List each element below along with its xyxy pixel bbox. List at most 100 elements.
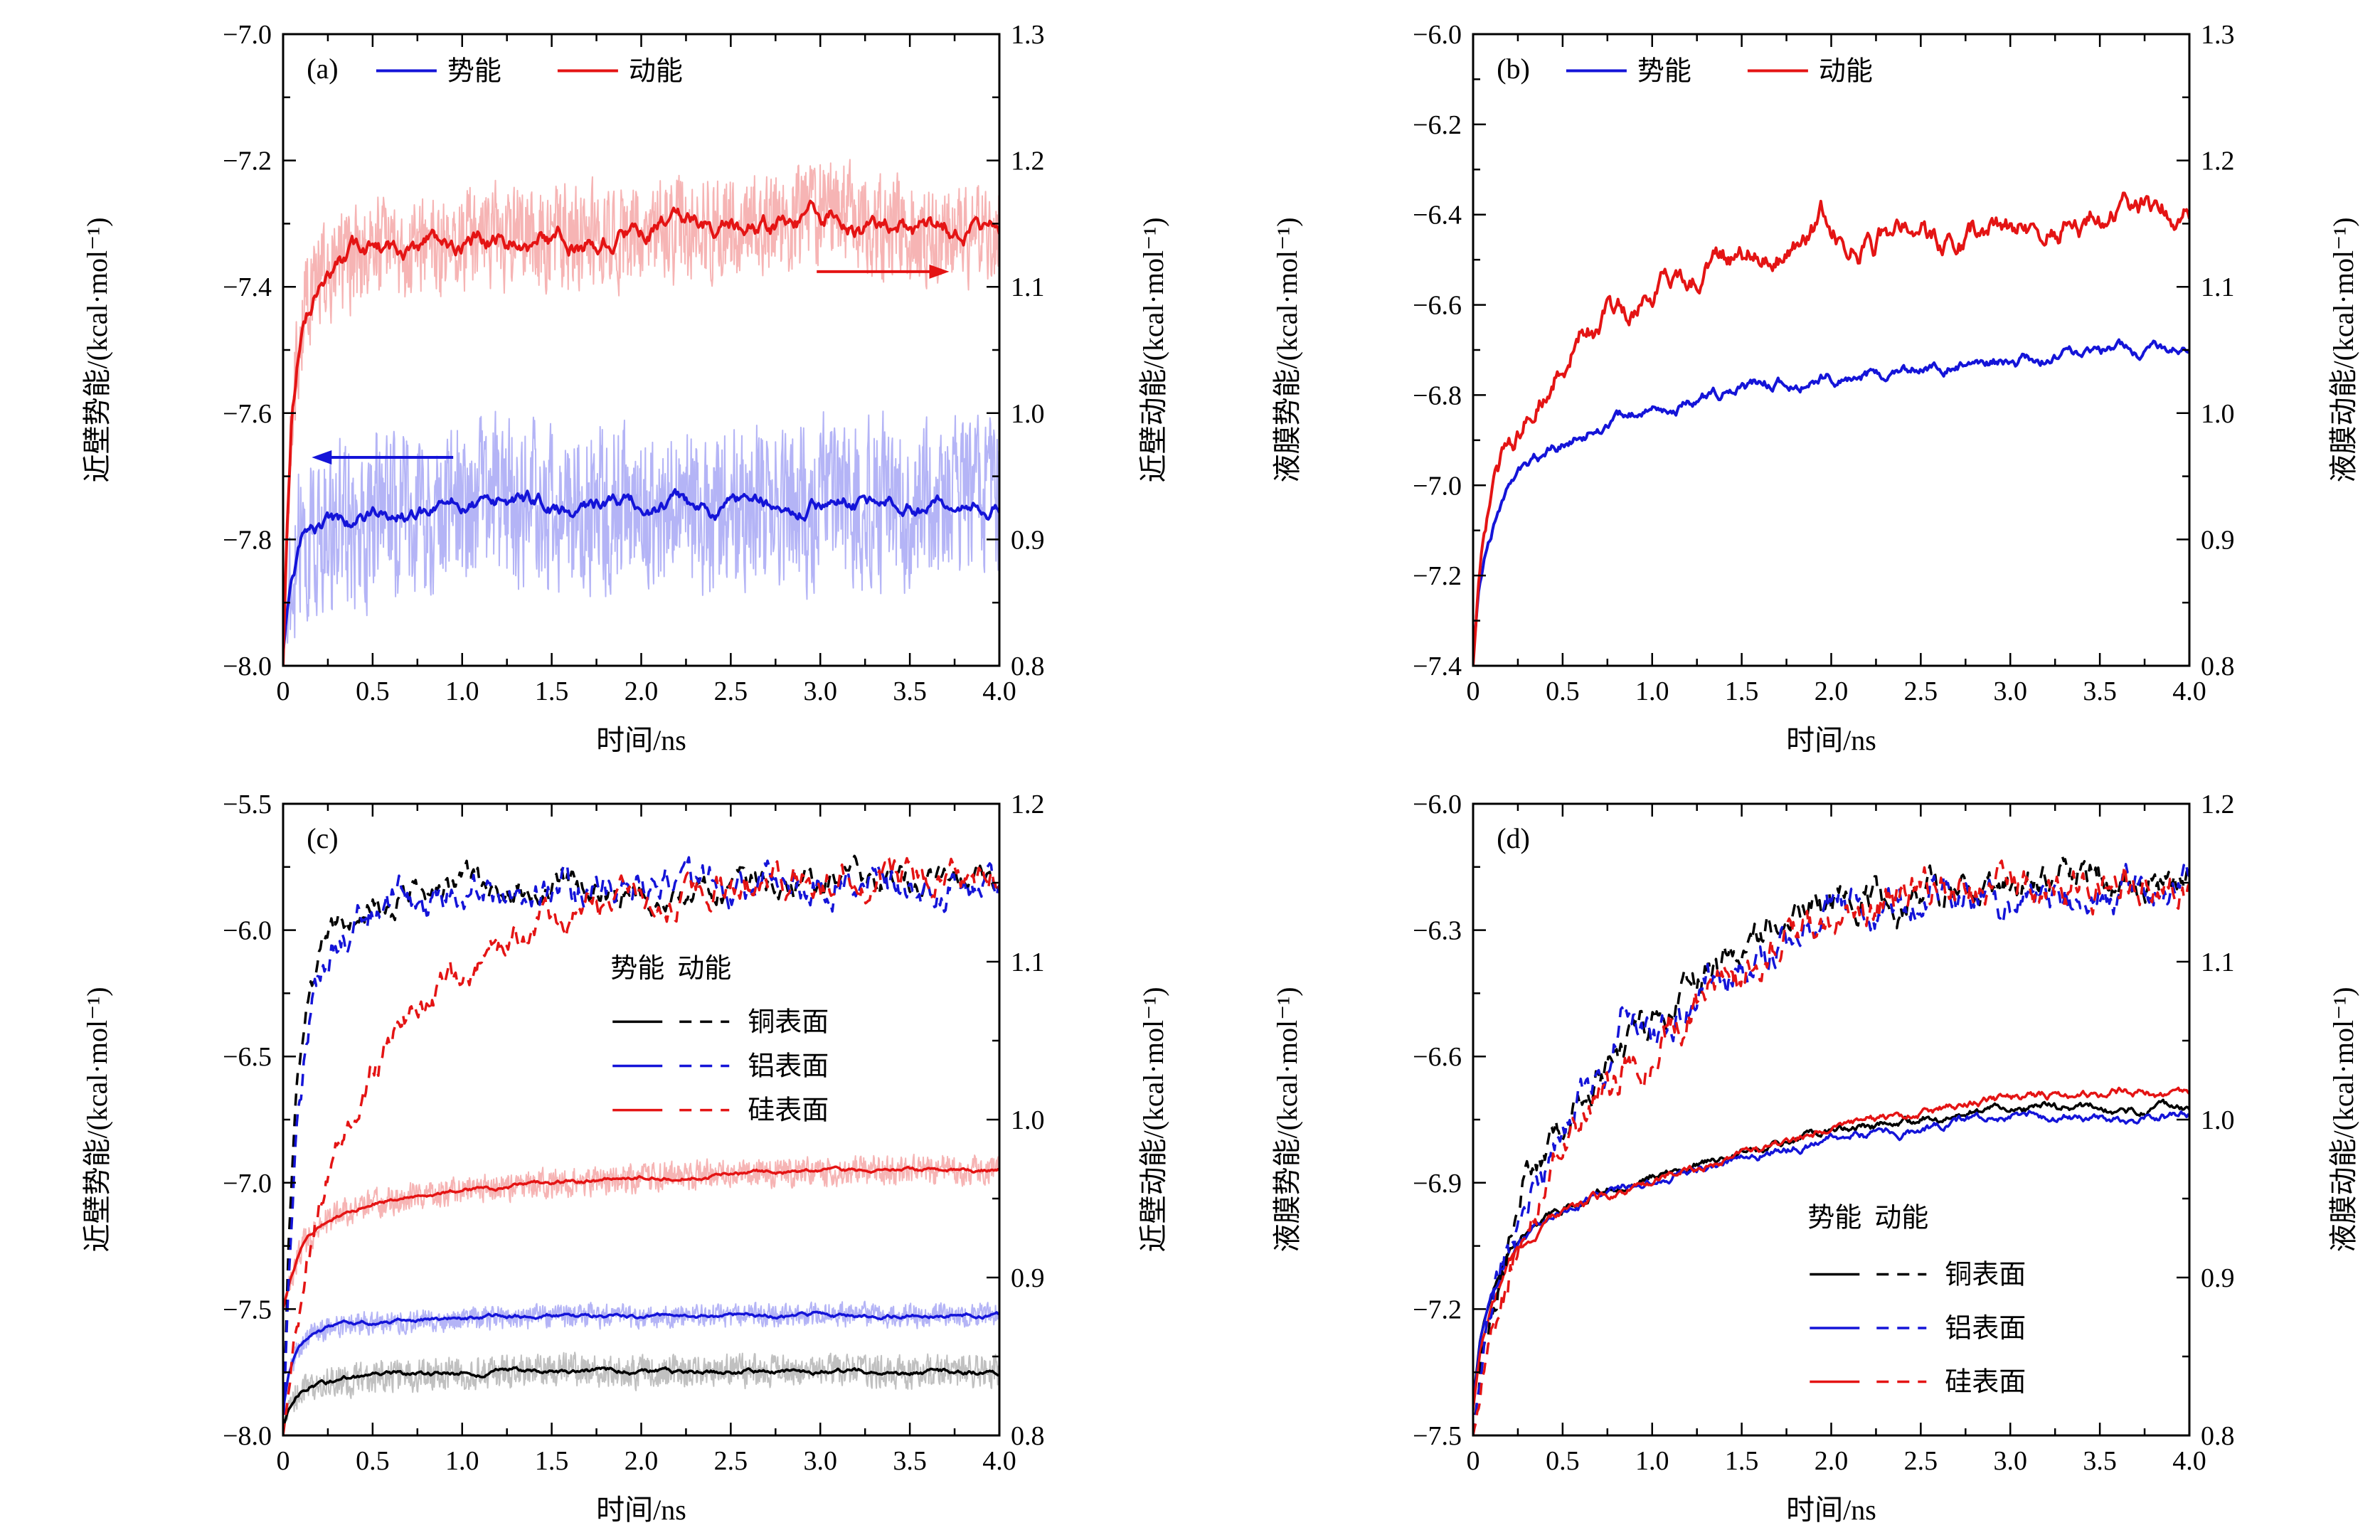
y-left-tick-label: −7.0	[1413, 471, 1462, 501]
y-axis-title-left: 液膜势能/(kcal·mol⁻¹)	[1271, 987, 1303, 1252]
series-line-aluminum-kinetic	[283, 856, 999, 1435]
legend-header-potential: 势能	[610, 954, 664, 984]
y-left-tick-label: −7.8	[223, 525, 272, 555]
y-right-tick-label: 1.1	[2201, 947, 2235, 977]
x-axis-title: 时间/ns	[596, 724, 686, 756]
series-band-potential	[283, 410, 999, 654]
plot-area-b	[1473, 191, 2189, 666]
y-right-tick-label: 1.1	[1011, 947, 1045, 977]
y-right-tick-label: 1.0	[1011, 399, 1045, 429]
axes-frame-a	[282, 33, 1001, 667]
y-right-tick-label: 0.9	[2201, 525, 2235, 555]
x-tick-label: 1.0	[1635, 676, 1669, 706]
x-tick-label: 0	[1467, 1446, 1480, 1476]
series-line-silicon-kinetic	[283, 856, 999, 1435]
series-band-silicon-potential	[283, 1153, 999, 1310]
plot-area-d	[1473, 855, 2189, 1435]
x-tick-label: 4.0	[982, 676, 1016, 706]
y-left-tick-label: −7.4	[223, 272, 272, 302]
series-line-copper-kinetic	[283, 854, 999, 1435]
plot-area-c	[283, 854, 999, 1435]
legend-row-label-aluminum-surface: 铝表面	[748, 1052, 829, 1082]
series-line-silicon-potential	[1473, 1086, 2189, 1411]
panel-label: (c)	[307, 822, 338, 854]
panel-b-chart: 0 0.5 1.0 1.5 2.0 2.5 3.0 3.5 4.0 −7.4 −7.2 −7.0 −6.…	[1190, 0, 2380, 770]
x-axis-title: 时间/ns	[1786, 1494, 1876, 1526]
legend-row-label-copper-surface: 铜表面	[748, 1007, 829, 1037]
y-right-tick-label: 0.8	[1011, 1421, 1045, 1451]
series-line-aluminum-kinetic	[1473, 863, 2189, 1435]
x-tick-label: 2.0	[625, 676, 659, 706]
series-band-copper-potential	[283, 1352, 999, 1428]
panel-a: 0 0.5 1.0 1.5 2.0 2.5 3.0 3.5 4.0 −8.0 −7.8 −7.6 −7.…	[0, 0, 1190, 770]
series-line-potential	[1473, 338, 2189, 657]
y-axis-title-left: 液膜势能/(kcal·mol⁻¹)	[1271, 217, 1303, 482]
kinetic-right-arrow-head	[929, 264, 950, 279]
x-tick-label: 2.5	[1904, 676, 1938, 706]
x-tick-label: 2.5	[714, 676, 748, 706]
x-tick-label: 0.5	[1546, 676, 1580, 706]
series-line-kinetic	[283, 199, 999, 666]
legend-row-label-aluminum-surface: 铝表面	[1945, 1314, 2026, 1344]
y-right-tick-label: 1.3	[2201, 20, 2235, 50]
y-right-tick-label: 1.1	[2201, 272, 2235, 302]
panel-d: 0 0.5 1.0 1.5 2.0 2.5 3.0 3.5 4.0 −7.5 −7.2 −6.9 −6.…	[1190, 770, 2380, 1540]
panel-d-chart: 0 0.5 1.0 1.5 2.0 2.5 3.0 3.5 4.0 −7.5 −7.2 −6.9 −6.…	[1190, 770, 2380, 1539]
ticks-b	[1472, 33, 2191, 667]
y-left-tick-label: −7.4	[1413, 652, 1462, 681]
x-tick-label: 0.5	[356, 1446, 390, 1476]
x-tick-label: 1.5	[1725, 1446, 1759, 1476]
y-left-tick-label: −6.6	[1413, 291, 1462, 321]
x-tick-label: 2.0	[625, 1446, 659, 1476]
x-tick-label: 4.0	[2172, 676, 2206, 706]
y-right-tick-label: 1.3	[1011, 20, 1045, 50]
y-left-tick-label: −7.0	[223, 1169, 272, 1199]
panel-c-chart: 0 0.5 1.0 1.5 2.0 2.5 3.0 3.5 4.0 −8.0 −7.5 −7.0 −6.…	[0, 770, 1190, 1539]
y-left-tick-label: −6.0	[1413, 20, 1462, 50]
legend-row-label-copper-surface: 铜表面	[1945, 1260, 2026, 1290]
y-left-tick-label: −6.4	[1413, 201, 1462, 230]
x-tick-label: 3.0	[804, 1446, 838, 1476]
panel-c: 0 0.5 1.0 1.5 2.0 2.5 3.0 3.5 4.0 −8.0 −7.5 −7.0 −6.…	[0, 770, 1190, 1540]
x-tick-label: 3.5	[2083, 1446, 2117, 1476]
x-tick-label: 1.0	[445, 676, 479, 706]
y-left-tick-label: −6.3	[1413, 916, 1462, 946]
y-axis-title-right: 液膜动能/(kcal·mol⁻¹)	[2327, 987, 2359, 1252]
legend-header-kinetic: 动能	[1874, 1204, 1928, 1233]
y-right-tick-label: 0.8	[2201, 1421, 2235, 1451]
x-tick-label: 3.5	[893, 1446, 927, 1476]
series-line-aluminum-potential	[1473, 1110, 2189, 1406]
series-band-aluminum-potential	[283, 1300, 999, 1411]
y-left-tick-label: −7.5	[1413, 1421, 1462, 1451]
panel-label: (b)	[1497, 53, 1530, 85]
y-left-tick-label: −7.5	[223, 1295, 272, 1324]
y-left-tick-label: −6.9	[1413, 1169, 1462, 1199]
axes-frame-b	[1472, 33, 2191, 667]
x-tick-label: 2.0	[1815, 1446, 1849, 1476]
y-left-tick-label: −7.2	[1413, 1295, 1462, 1324]
ticks-c	[282, 802, 1001, 1437]
x-tick-label: 0	[277, 1446, 290, 1476]
x-tick-label: 4.0	[982, 1446, 1016, 1476]
potential-left-arrow-head	[312, 450, 332, 464]
legend-label-potential: 势能	[1637, 57, 1691, 87]
x-tick-label: 1.5	[1725, 676, 1759, 706]
x-tick-label: 2.5	[1904, 1446, 1938, 1476]
x-tick-label: 1.0	[445, 1446, 479, 1476]
series-band-kinetic	[283, 159, 999, 666]
y-right-tick-label: 1.1	[1011, 272, 1045, 302]
panel-a-chart: 0 0.5 1.0 1.5 2.0 2.5 3.0 3.5 4.0 −8.0 −7.8 −7.6 −7.…	[0, 0, 1190, 770]
legend-header-kinetic: 动能	[677, 954, 731, 984]
y-left-tick-label: −6.6	[1413, 1042, 1462, 1072]
y-left-tick-label: −5.5	[223, 790, 272, 819]
x-tick-label: 3.0	[804, 676, 838, 706]
x-tick-label: 4.0	[2172, 1446, 2206, 1476]
panel-label: (d)	[1497, 822, 1530, 854]
series-line-aluminum-potential	[283, 1310, 999, 1411]
y-left-tick-label: −7.0	[223, 20, 272, 50]
x-tick-label: 3.5	[893, 676, 927, 706]
y-left-tick-label: −7.6	[223, 399, 272, 429]
y-left-tick-label: −6.8	[1413, 381, 1462, 410]
panel-label: (a)	[307, 53, 338, 85]
series-line-silicon-kinetic	[1473, 859, 2189, 1435]
